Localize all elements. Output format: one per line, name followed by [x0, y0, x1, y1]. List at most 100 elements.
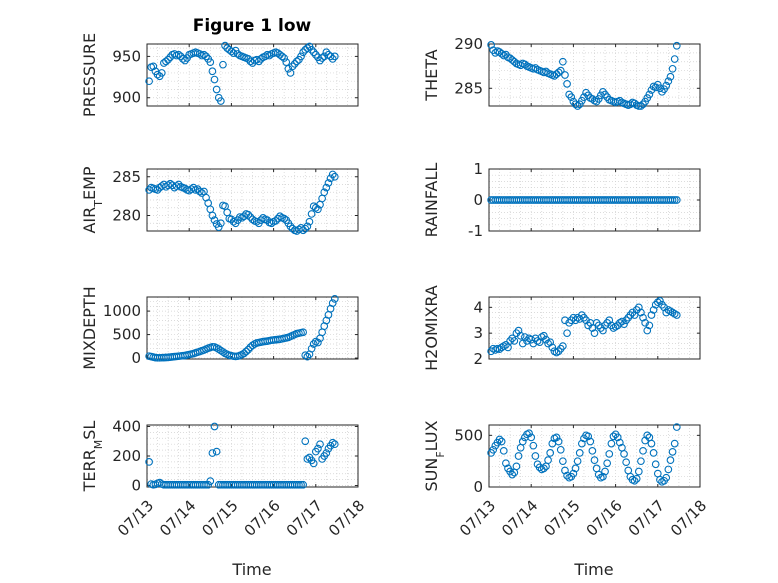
data-point — [601, 467, 609, 476]
data-point — [527, 433, 536, 442]
data-point — [145, 458, 153, 466]
data-point — [320, 188, 329, 197]
data-point — [558, 342, 567, 350]
data-point — [286, 69, 295, 77]
data-point — [200, 50, 208, 59]
data-point — [299, 480, 307, 489]
x-tick-label: 07/17 — [283, 497, 326, 540]
data-point — [653, 298, 662, 307]
data-point — [615, 438, 624, 447]
x-tick-label: 07/18 — [325, 497, 368, 540]
data-point — [645, 321, 654, 330]
data-point — [651, 460, 660, 469]
data-point — [280, 54, 289, 62]
data-point — [607, 439, 616, 448]
data-point — [330, 52, 339, 61]
data-point — [664, 77, 673, 86]
data-point — [290, 59, 299, 68]
data-point — [637, 308, 645, 317]
data-point — [265, 51, 274, 60]
data-point — [233, 50, 242, 58]
data-point — [202, 52, 210, 61]
data-point — [206, 58, 215, 67]
subplot-pressure: 900 950 PRESSURE — [80, 33, 359, 117]
data-point — [219, 60, 227, 69]
data-point — [554, 68, 563, 77]
x-axis-label-left: Time — [231, 560, 271, 579]
data-point — [588, 446, 597, 455]
data-point — [311, 50, 320, 59]
data-point — [514, 452, 523, 460]
data-point — [489, 445, 498, 454]
data-point — [322, 183, 331, 192]
data-point — [170, 50, 179, 58]
data-point — [195, 187, 204, 196]
data-point — [649, 306, 658, 314]
data-point — [244, 210, 253, 219]
data-point — [299, 328, 307, 337]
data-point — [544, 339, 552, 348]
y-tick-label: 2 — [473, 350, 483, 368]
data-point — [571, 100, 580, 109]
data-point — [212, 447, 221, 456]
data-point — [670, 196, 679, 204]
data-point — [567, 93, 576, 101]
data-point — [668, 448, 677, 456]
data-point — [668, 64, 677, 73]
data-point — [208, 211, 217, 220]
data-point — [552, 348, 561, 357]
data-point — [502, 459, 510, 468]
data-point — [575, 449, 584, 457]
data-point — [214, 223, 223, 231]
x-tick-label: 07/17 — [625, 497, 668, 540]
y-axis-label-h2omixra: H2OMIXRA — [422, 285, 441, 371]
data-point — [548, 343, 557, 352]
data-point — [605, 450, 614, 458]
data-point — [554, 437, 563, 446]
data-point — [662, 473, 671, 482]
data-point — [248, 341, 257, 350]
axes-box-theta — [488, 43, 701, 107]
data-point — [666, 72, 675, 81]
data-point — [558, 57, 567, 66]
data-point — [246, 213, 255, 221]
data-point — [261, 52, 270, 61]
data-point — [599, 326, 607, 335]
data-point — [664, 465, 673, 474]
y-tick-label: 900 — [112, 89, 141, 107]
data-point — [634, 467, 643, 476]
data-point — [622, 458, 631, 467]
subplot-rainfall: -1 0 1 RAINFALL — [422, 160, 701, 240]
data-point — [276, 212, 284, 221]
x-tick-label: 07/15 — [540, 497, 583, 540]
subplot-air-temp: 280 285 AIRTEMP — [80, 166, 359, 235]
data-point — [149, 62, 158, 71]
data-point — [577, 439, 586, 448]
data-point — [546, 449, 555, 457]
data-point — [535, 338, 544, 347]
axes-box-h2omixra — [488, 296, 701, 360]
data-point — [314, 205, 322, 214]
data-point — [540, 331, 548, 340]
data-point — [153, 70, 162, 79]
data-point — [647, 311, 656, 319]
x-tick-label: 07/16 — [241, 497, 284, 540]
data-point — [217, 219, 225, 228]
data-point — [573, 102, 582, 110]
data-point — [521, 333, 529, 341]
data-point — [326, 52, 335, 61]
data-point — [316, 56, 324, 65]
data-point — [586, 437, 595, 446]
data-point — [643, 431, 652, 440]
x-tick-label: 07/16 — [583, 497, 626, 540]
data-point — [514, 326, 523, 335]
data-point — [157, 69, 166, 77]
data-point — [670, 55, 679, 63]
data-point — [179, 55, 187, 63]
data-point — [299, 226, 307, 235]
data-point — [307, 344, 316, 353]
x-tick-label: 07/14 — [498, 497, 541, 540]
